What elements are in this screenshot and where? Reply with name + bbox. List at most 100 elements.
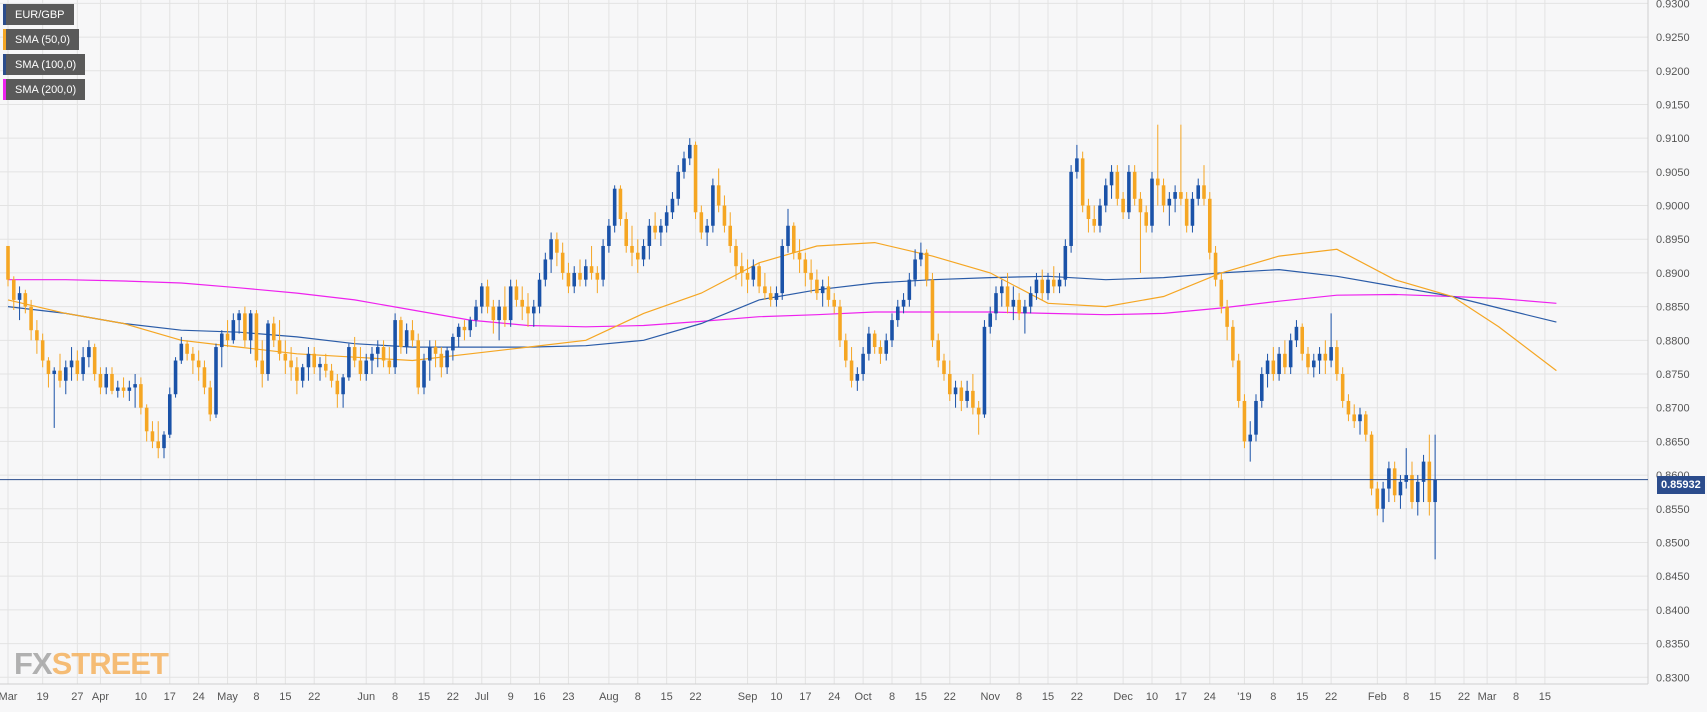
candle-body [919,252,923,260]
x-tick-label: 24 [828,691,840,703]
legend-item-sma50[interactable]: SMA (50,0) [3,29,80,50]
candle-body [1046,279,1050,294]
candle-body [1271,360,1276,375]
candle-body [185,343,189,354]
candle-body [491,306,496,321]
candle-body [670,198,675,213]
x-tick-label: 16 [533,691,545,703]
x-tick-label: Oct [855,691,872,703]
candle-body [589,266,594,273]
y-tick-label: 0.8750 [1656,369,1690,381]
x-tick-label: 17 [164,691,176,703]
candle-body [872,333,877,348]
candle-body [1415,481,1420,503]
plot-area [0,0,1648,684]
candle-body [156,441,161,449]
candle-body [1427,461,1432,503]
candle-body [462,326,467,331]
candle-body [231,320,236,341]
candle-body [693,144,698,213]
candle-body [1190,198,1195,226]
candle-body [924,252,929,280]
x-tick-label: 27 [71,691,83,703]
candle-body [1115,171,1120,199]
y-tick-label: 0.8650 [1656,436,1690,448]
candle-body [219,333,224,348]
candle-body [711,185,715,226]
candle-body [971,390,975,408]
x-tick-label: Mar [0,691,18,703]
candle-body [427,347,432,361]
candle-body [295,367,299,381]
candle-body [988,313,993,327]
candle-body [786,225,790,246]
candle-body [803,259,808,273]
legend-swatch-sma200 [3,79,6,100]
candle-body [1138,198,1143,213]
candle-body [1144,212,1149,226]
candle-body [1207,198,1212,253]
candle-body [110,374,114,391]
candle-body [1398,481,1403,496]
candle-body [381,347,386,361]
legend-label-sma50: SMA (50,0) [15,33,71,46]
candle-body [1363,414,1368,435]
x-tick-label: May [217,691,238,703]
x-tick-label: 8 [1403,691,1409,703]
candle-body [907,279,912,300]
y-tick-label: 0.8800 [1656,335,1690,347]
candle-body [1179,192,1183,199]
candle-body [1358,414,1362,422]
candle-body [1167,198,1172,206]
candle-body [1323,353,1328,361]
candle-body [572,272,577,287]
x-tick-label: '19 [1237,691,1251,703]
candle-body [1265,360,1270,375]
candle-body [1202,185,1206,199]
legend-label-sma100: SMA (100,0) [15,58,77,71]
x-tick-label: 8 [635,691,641,703]
candle-body [422,360,426,388]
candle-body [1092,219,1097,226]
candle-body [763,286,767,294]
candle-body [1213,252,1218,280]
legend-item-eurgbp[interactable]: EUR/GBP [3,4,74,25]
candle-body [1404,475,1409,482]
x-tick-label: 22 [1458,691,1470,703]
candle-body [867,333,871,354]
x-tick-label: 24 [193,691,205,703]
candle-body [607,225,611,246]
candle-body [699,212,704,233]
candle-body [1173,192,1177,199]
candle-body [283,353,288,361]
candle-body [1196,185,1201,199]
x-tick-label: 15 [1042,691,1054,703]
candle-body [52,370,57,375]
candle-body [1028,293,1033,307]
x-tick-label: Sep [738,691,758,703]
candle-body [40,340,45,361]
legend-item-sma100[interactable]: SMA (100,0) [3,54,86,75]
x-tick-label: Dec [1113,691,1133,703]
candle-body [1242,400,1247,442]
candle-body [474,306,478,321]
candle-body [664,212,669,226]
candle-body [965,390,969,401]
candle-body [167,394,172,435]
candle-body [612,188,617,226]
candle-body [243,313,247,341]
x-tick-label: 15 [1539,691,1551,703]
candle-body [901,299,906,307]
candle-body [456,326,461,337]
candle-body [520,299,525,307]
candle-body [358,360,363,375]
candle-body [1283,353,1287,368]
candle-body [549,239,553,260]
candle-body [705,225,709,233]
y-tick-label: 0.8400 [1656,605,1690,617]
legend-item-sma200[interactable]: SMA (200,0) [3,79,86,100]
candle-body [809,272,813,280]
last-price-tag: 0.85932 [1657,476,1705,494]
x-tick-label: Feb [1368,691,1387,703]
